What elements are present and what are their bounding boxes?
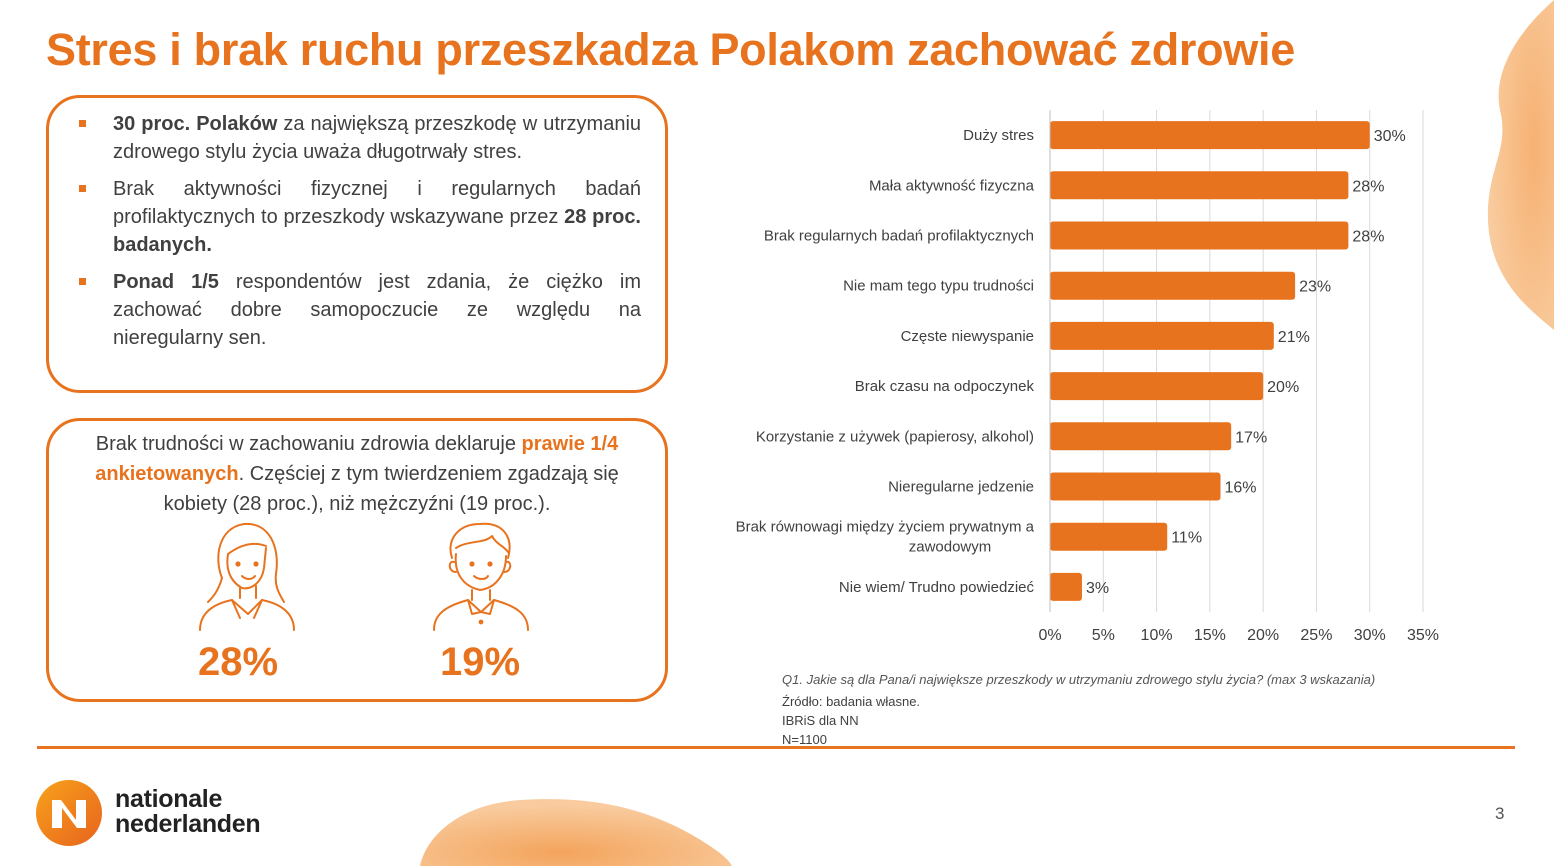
bar — [1050, 572, 1082, 601]
institute-note: IBRiS dla NN — [782, 713, 859, 728]
finding-bold: 30 proc. Polaków — [113, 113, 278, 135]
obstacles-bar-chart: 0% 5% 10% 15% 20% 25% 30% 35% 30% Duży stres 28% Ma… — [736, 110, 1439, 644]
bar — [1050, 522, 1168, 551]
finding-text: respondentów jest zdania, że ciężko im z… — [113, 271, 641, 349]
bullet-square-icon — [79, 278, 86, 285]
bar — [1050, 472, 1221, 501]
women-percentage: 28% — [197, 640, 279, 684]
data-label: 16% — [1225, 480, 1257, 497]
bar — [1050, 422, 1232, 451]
x-tick-label: 15% — [1194, 627, 1226, 644]
category-label: Brak czasu na odpoczynek — [855, 378, 1035, 395]
finding-bold: 28 proc. badanych. — [113, 206, 641, 256]
category-label: Brak regularnych badań profilaktycznych — [764, 228, 1034, 245]
finding-bold: Ponad 1/5 — [113, 271, 219, 293]
x-tick-label: 25% — [1300, 627, 1332, 644]
data-label: 28% — [1352, 178, 1384, 195]
decorative-blob-bottom — [420, 799, 732, 866]
x-tick-label: 10% — [1141, 627, 1173, 644]
bar — [1050, 171, 1349, 200]
footer-divider — [37, 746, 1515, 749]
data-label: 23% — [1299, 279, 1331, 296]
brand-name-line1: nationale — [115, 785, 223, 813]
x-tick-label: 20% — [1247, 627, 1279, 644]
no-difficulty-box: Brak trudności w zachowaniu zdrowia dekl… — [46, 418, 668, 702]
x-tick-label: 35% — [1407, 627, 1439, 644]
data-label: 17% — [1235, 429, 1267, 446]
survey-question: Q1. Jakie są dla Pana/i największe przes… — [782, 672, 1376, 687]
category-label: Mała aktywność fizyczna — [869, 177, 1035, 194]
category-label: Brak równowagi między życiem prywatnym a… — [736, 519, 1035, 556]
key-findings-box: 30 proc. Polaków za największą przeszkod… — [46, 95, 668, 393]
woman-icon — [199, 522, 295, 631]
x-tick-label: 5% — [1092, 627, 1115, 644]
no-difficulty-text: Brak trudności w zachowaniu zdrowia dekl… — [69, 429, 645, 519]
sample-size-note: N=1100 — [782, 732, 827, 747]
x-tick-label: 30% — [1354, 627, 1386, 644]
source-note: Źródło: badania własne. — [782, 694, 921, 709]
man-icon — [433, 522, 529, 631]
bar — [1050, 221, 1349, 250]
finding-bullet: Ponad 1/5 respondentów jest zdania, że c… — [79, 268, 641, 352]
text-part: Brak trudności w zachowaniu zdrowia dekl… — [95, 433, 522, 455]
page-number: 3 — [1495, 804, 1505, 823]
nn-logo-icon — [36, 780, 102, 846]
x-tick-label: 0% — [1038, 627, 1061, 644]
bar — [1050, 321, 1274, 350]
bullet-square-icon — [79, 185, 86, 192]
text-part: . Częściej z tym twierdzeniem zgadzają s… — [163, 463, 619, 515]
category-label: Częste niewyspanie — [901, 328, 1034, 345]
finding-text: za największą przeszkodę w utrzymaniu zd… — [113, 113, 642, 163]
key-findings-list: 30 proc. Polaków za największą przeszkod… — [79, 110, 641, 361]
category-label: Nieregularne jedzenie — [888, 479, 1034, 496]
finding-bullet: 30 proc. Polaków za największą przeszkod… — [79, 110, 641, 166]
men-percentage: 19% — [439, 640, 521, 684]
category-label: Korzystanie z używek (papierosy, alkohol… — [756, 428, 1034, 445]
finding-bullet: Brak aktywności fizycznej i regularnych … — [79, 175, 641, 259]
bullet-square-icon — [79, 120, 86, 127]
footnotes: Q1. Jakie są dla Pana/i największe przes… — [782, 670, 1375, 749]
data-label: 28% — [1352, 229, 1384, 246]
finding-text: Brak aktywności fizycznej i regularnych … — [113, 178, 641, 228]
data-label: 30% — [1374, 128, 1406, 145]
data-label: 3% — [1086, 580, 1109, 597]
category-label: Nie mam tego typu trudności — [843, 278, 1034, 295]
bar — [1050, 121, 1370, 150]
brand-name-line2: nederlanden — [115, 810, 261, 838]
highlight-text: prawie 1/4 ankietowanych — [95, 433, 619, 485]
data-label: 20% — [1267, 379, 1299, 396]
data-label: 11% — [1171, 530, 1202, 547]
bar — [1050, 271, 1296, 300]
decorative-blob-top-right — [1487, 0, 1554, 330]
bar — [1050, 372, 1264, 401]
page-title: Stres i brak ruchu przeszkadza Polakom z… — [46, 24, 1295, 75]
category-label: Nie wiem/ Trudno powiedzieć — [839, 579, 1035, 596]
category-label: Duży stres — [963, 127, 1034, 144]
data-label: 21% — [1278, 329, 1310, 346]
